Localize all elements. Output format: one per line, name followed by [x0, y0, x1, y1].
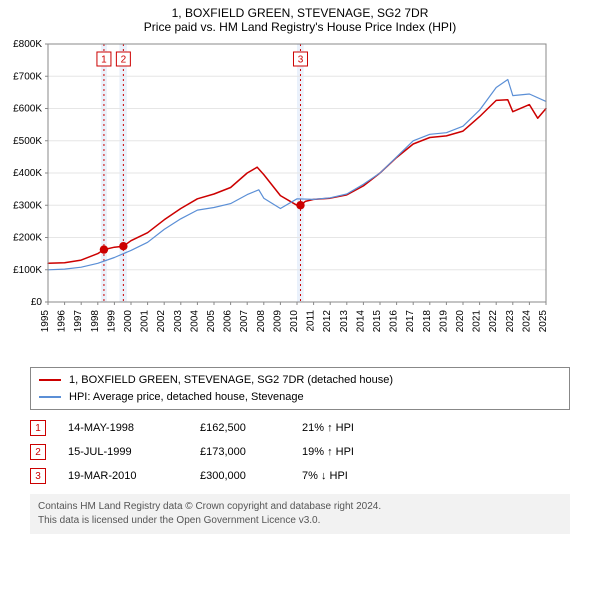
sale-row: 1 14-MAY-1998 £162,500 21% ↑ HPI: [30, 416, 570, 440]
svg-text:£600K: £600K: [13, 104, 42, 115]
svg-text:2024: 2024: [521, 310, 532, 333]
svg-text:2020: 2020: [455, 310, 466, 333]
svg-text:2013: 2013: [339, 310, 350, 333]
svg-text:2002: 2002: [156, 310, 167, 333]
svg-text:1998: 1998: [90, 310, 101, 333]
svg-text:2010: 2010: [289, 310, 300, 333]
svg-text:2015: 2015: [372, 310, 383, 333]
svg-text:£800K: £800K: [13, 40, 42, 50]
sale-change: 7% ↓ HPI: [302, 470, 392, 482]
svg-text:2012: 2012: [322, 310, 333, 333]
svg-text:2: 2: [121, 55, 127, 66]
svg-text:2006: 2006: [223, 310, 234, 333]
svg-text:2016: 2016: [389, 310, 400, 333]
legend-swatch: [39, 396, 61, 398]
svg-text:2019: 2019: [438, 310, 449, 333]
svg-text:£100K: £100K: [13, 265, 42, 276]
svg-text:3: 3: [298, 55, 304, 66]
sale-price: £162,500: [200, 422, 280, 434]
sale-change: 21% ↑ HPI: [302, 422, 392, 434]
chart-area: £0 £100K £200K £300K £400K £500K £600K £700K £80…: [0, 40, 600, 363]
legend-box: 1, BOXFIELD GREEN, STEVENAGE, SG2 7DR (d…: [30, 367, 570, 410]
svg-text:£700K: £700K: [13, 71, 42, 82]
legend-item: 1, BOXFIELD GREEN, STEVENAGE, SG2 7DR (d…: [39, 372, 561, 389]
svg-text:£300K: £300K: [13, 200, 42, 211]
page-container: 1, BOXFIELD GREEN, STEVENAGE, SG2 7DR Pr…: [0, 0, 600, 590]
sale-change: 19% ↑ HPI: [302, 446, 392, 458]
chart-title-line2: Price paid vs. HM Land Registry's House …: [0, 20, 600, 34]
svg-text:£0: £0: [31, 297, 43, 308]
svg-text:2011: 2011: [306, 310, 317, 332]
svg-text:1995: 1995: [40, 310, 51, 333]
legend-swatch: [39, 379, 61, 381]
sale-marker: 2: [30, 444, 46, 460]
sale-marker: 1: [30, 420, 46, 436]
footer-line1: Contains HM Land Registry data © Crown c…: [38, 500, 562, 514]
svg-text:2014: 2014: [355, 310, 366, 333]
price-chart: £0 £100K £200K £300K £400K £500K £600K £700K £80…: [0, 40, 560, 358]
legend-item: HPI: Average price, detached house, Stev…: [39, 389, 561, 406]
data-attribution: Contains HM Land Registry data © Crown c…: [30, 494, 570, 534]
svg-text:2008: 2008: [256, 310, 267, 333]
svg-text:2005: 2005: [206, 310, 217, 333]
legend-label: 1, BOXFIELD GREEN, STEVENAGE, SG2 7DR (d…: [69, 372, 393, 389]
svg-text:2018: 2018: [422, 310, 433, 333]
svg-text:1: 1: [101, 55, 107, 66]
legend-label: HPI: Average price, detached house, Stev…: [69, 389, 304, 406]
svg-text:2017: 2017: [405, 310, 416, 333]
sale-price: £300,000: [200, 470, 280, 482]
chart-title-line1: 1, BOXFIELD GREEN, STEVENAGE, SG2 7DR: [0, 6, 600, 20]
sale-marker: 3: [30, 468, 46, 484]
svg-text:2023: 2023: [505, 310, 516, 333]
svg-text:1996: 1996: [57, 310, 68, 333]
svg-text:£500K: £500K: [13, 136, 42, 147]
sale-price: £173,000: [200, 446, 280, 458]
sale-date: 14-MAY-1998: [68, 422, 178, 434]
svg-text:2001: 2001: [140, 310, 151, 333]
svg-text:1999: 1999: [106, 310, 117, 333]
svg-text:2004: 2004: [189, 310, 200, 333]
svg-text:2009: 2009: [272, 310, 283, 333]
sale-date: 15-JUL-1999: [68, 446, 178, 458]
svg-text:1997: 1997: [73, 310, 84, 333]
footer-line2: This data is licensed under the Open Gov…: [38, 514, 562, 528]
svg-text:2022: 2022: [488, 310, 499, 333]
sales-table: 1 14-MAY-1998 £162,500 21% ↑ HPI 2 15-JUL-199…: [30, 416, 570, 488]
svg-text:2021: 2021: [472, 310, 483, 333]
svg-text:2003: 2003: [173, 310, 184, 333]
svg-text:2025: 2025: [538, 310, 549, 333]
svg-text:2007: 2007: [239, 310, 250, 333]
sale-row: 2 15-JUL-1999 £173,000 19% ↑ HPI: [30, 440, 570, 464]
svg-text:£200K: £200K: [13, 233, 42, 244]
sale-row: 3 19-MAR-2010 £300,000 7% ↓ HPI: [30, 464, 570, 488]
svg-text:£400K: £400K: [13, 168, 42, 179]
sale-date: 19-MAR-2010: [68, 470, 178, 482]
svg-text:2000: 2000: [123, 310, 134, 333]
